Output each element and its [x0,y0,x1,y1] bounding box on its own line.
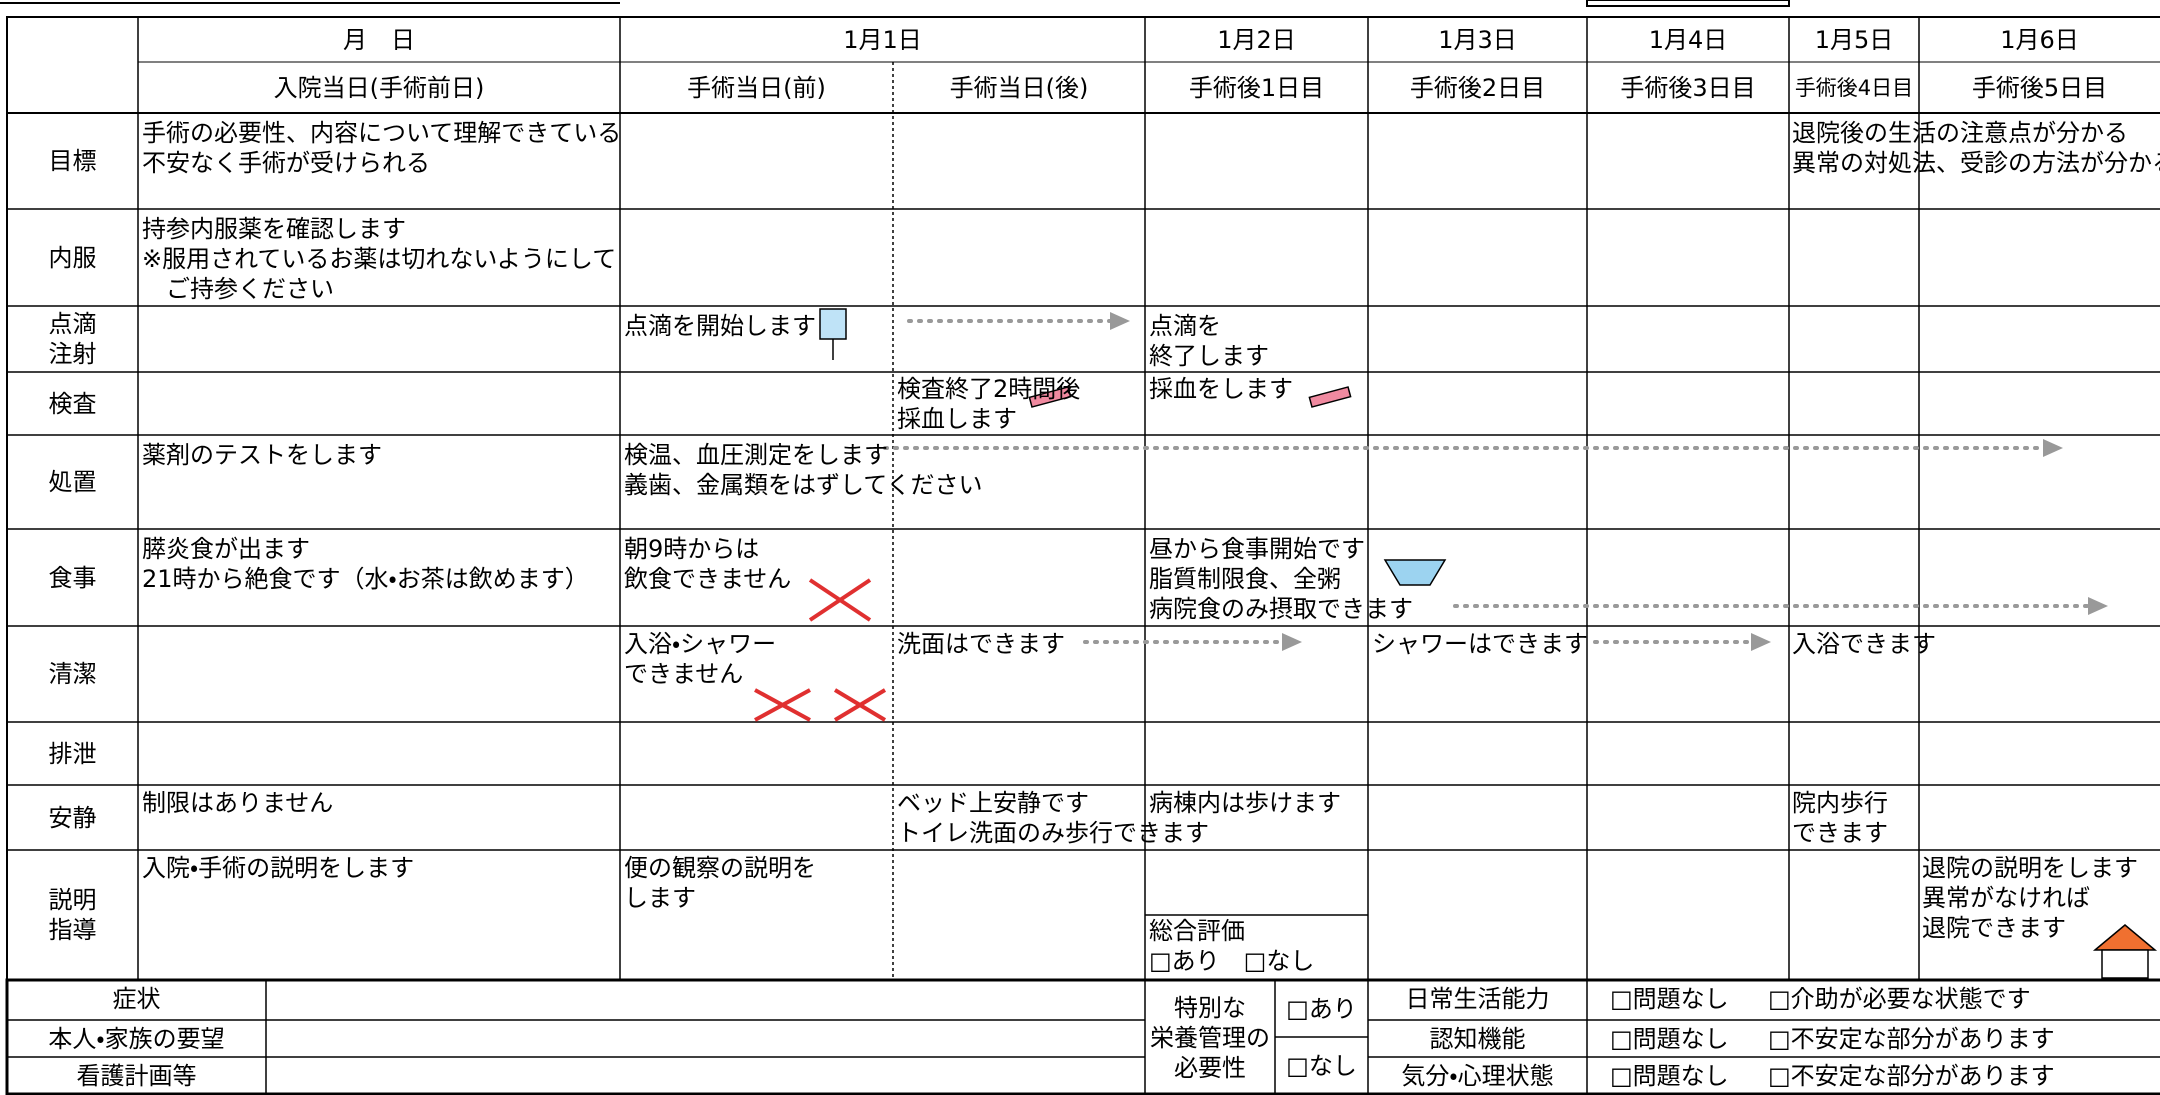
cell-text: 異常の対処法、受診の方法が分かる [1792,149,2160,177]
cell-text: トイレ洗面のみ歩行できます [897,819,1209,847]
cell-text: 制限はありません [142,789,334,817]
date-header: 1月2日 [1217,26,1296,54]
day-header: 手術当日(前) [687,74,826,102]
row-label: 処置 [48,468,97,496]
assessment-label: 気分・心理状態 [1401,1062,1554,1090]
cell-text: 便の観察の説明を [624,854,816,882]
day-header: 手術後5日目 [1971,74,2108,102]
date-header: 1月5日 [1814,26,1894,54]
assessment-option: □問題なし [1610,985,1729,1013]
cell-text: 終了します [1149,342,1269,370]
cell-text: ベッド上安静です [897,789,1089,817]
cell-text: ※服用されているお薬は切れないようにして [142,245,617,273]
cell-text: 膵炎食が出ます [142,535,310,563]
day-header: 手術当日(後) [949,74,1089,102]
assessment-label: 日常生活能力 [1405,985,1550,1013]
cell-text: 義歯、金属類をはずしてください [624,471,983,499]
nutrition-option: □なし [1286,1052,1357,1080]
cell-text: 病院食のみ摂取できます [1149,595,1413,623]
footer-label: 看護計画等 [76,1062,197,1090]
cell-text: 異常がなければ [1922,884,2090,912]
assessment-option: □問題なし [1610,1025,1729,1053]
row-label: 排泄 [48,739,97,768]
cell-text: できます [1792,819,1888,847]
cell-text: シャワーはできます [1372,630,1588,658]
cell-text: 退院できます [1922,914,2066,942]
day-header: 手術後2日目 [1409,74,1546,102]
assessment-label: 認知機能 [1429,1025,1526,1053]
date-header: 1月6日 [2000,26,2079,54]
row-label: 指導 [48,916,97,944]
row-label: 点滴 [48,310,97,338]
cell-text: 朝9時からは [624,535,760,563]
row-label: 目標 [48,147,97,175]
day-header: 手術後3日目 [1620,74,1756,102]
header-label: 月 日 [343,26,415,54]
assessment-option: □問題なし [1610,1062,1729,1090]
row-label: 食事 [48,563,97,592]
cell-text: 脂質制限食、全粥 [1149,565,1341,593]
row-label: 注射 [48,340,97,368]
cell-text: 院内歩行 [1792,789,1888,817]
cell-text: 採血します [897,405,1017,433]
row-label: 説明 [48,886,97,914]
cell-text: 入院・手術の説明をします [142,854,415,882]
nutrition-label: 栄養管理の [1150,1023,1270,1052]
nutrition-option: □あり [1286,995,1357,1023]
cell-text: 退院の説明をします [1922,854,2138,882]
cell-text: 21時から絶食です（水・お茶は飲めます） [142,565,589,593]
cell-text: 昼から食事開始です [1149,535,1365,563]
cell-text: 検温、血圧測定をします [624,441,888,469]
cell-text: 飲食できません [624,565,792,593]
day-header: 入院当日(手術前日) [273,74,485,102]
date-header: 1月3日 [1438,26,1517,54]
assessment-option: □不安定な部分があります [1768,1062,2055,1090]
cell-text: 入浴・シャワー [624,630,777,658]
row-label: 安静 [48,803,97,832]
cell-text: 不安なく手術が受けられる [142,149,430,177]
day-header: 手術後4日目 [1794,76,1914,100]
assessment-option: □不安定な部分があります [1768,1025,2055,1053]
cell-text: □あり □なし [1149,947,1315,975]
cell-text: 総合評価 [1149,917,1245,945]
cell-text: 採血をします [1149,375,1293,403]
cell-text: 退院後の生活の注意点が分かる [1792,119,2128,147]
cell-text: 病棟内は歩けます [1149,789,1341,817]
cell-text: 持参内服薬を確認します [142,215,406,243]
cell-text: 入浴できます [1792,630,1936,658]
row-label: 内服 [48,243,97,272]
cell-text: します [624,884,696,912]
cell-text: 点滴を [1149,312,1221,340]
date-header: 1月4日 [1648,26,1728,54]
footer-label: 本人・家族の要望 [48,1025,225,1053]
cell-text: 手術の必要性、内容について理解できている [142,119,622,147]
row-label: 検査 [48,389,97,418]
cell-text: 洗面はできます [897,630,1065,658]
date-header: 1月1日 [843,26,922,54]
nutrition-label: 必要性 [1174,1053,1246,1082]
assessment-option: □介助が必要な状態です [1768,985,2031,1013]
nutrition-label: 特別な [1174,993,1246,1022]
day-header: 手術後1日目 [1188,74,1325,102]
cell-text: ご持参ください [142,275,334,303]
footer-label: 症状 [112,985,161,1013]
cell-text: 薬剤のテストをします [142,441,382,469]
cell-text: 点滴を開始します [624,312,816,340]
cell-text: できません [624,660,744,688]
row-label: 清潔 [48,660,97,688]
cell-text: 検査終了2時間後 [897,375,1081,403]
